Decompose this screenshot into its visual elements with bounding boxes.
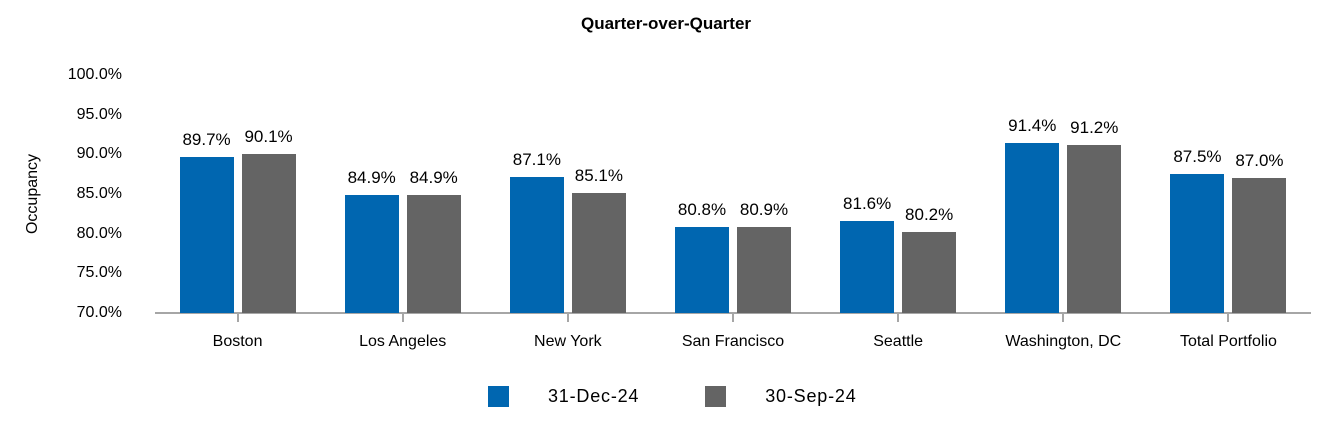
x-category-label: Los Angeles xyxy=(359,333,447,350)
x-category-label: New York xyxy=(534,333,602,350)
bar-data-label: 84.9% xyxy=(409,167,458,187)
legend-entry: 30-Sep-24 xyxy=(705,386,856,407)
bar-data-label: 91.4% xyxy=(1008,116,1057,136)
bar-data-label: 80.9% xyxy=(739,199,789,219)
y-tick-label: 100.0% xyxy=(67,66,122,83)
chart-title: Quarter-over-Quarter xyxy=(580,14,752,33)
x-category-label: Boston xyxy=(212,333,263,350)
legend-label: 30-Sep-24 xyxy=(765,386,857,406)
bar-data-label: 90.1% xyxy=(244,126,293,146)
bar-prior-quarter xyxy=(241,153,296,313)
bar-current-quarter xyxy=(1170,174,1225,313)
x-axis-line xyxy=(155,312,1311,314)
bar-data-label: 87.5% xyxy=(1173,147,1222,167)
bar-current-quarter xyxy=(344,194,399,313)
x-category-label: Total Portfolio xyxy=(1179,333,1277,350)
x-axis-tick xyxy=(566,314,569,322)
legend-swatch xyxy=(488,386,509,407)
bar-data-label: 80.2% xyxy=(905,205,954,225)
x-axis-tick xyxy=(897,314,900,322)
bar-data-label: 89.7% xyxy=(182,129,231,149)
x-axis-tick xyxy=(401,314,404,322)
bar-data-label: 81.6% xyxy=(843,193,892,213)
legend: 31-Dec-24 30-Sep-24 xyxy=(488,386,857,407)
bar-current-quarter xyxy=(840,220,895,313)
bar-data-label: 84.9% xyxy=(347,167,396,187)
x-category-label: San Francisco xyxy=(681,333,785,350)
bar-data-label: 87.1% xyxy=(512,150,561,170)
bar-current-quarter xyxy=(509,177,564,313)
y-tick-label: 80.0% xyxy=(76,224,122,242)
bar-data-label: 85.1% xyxy=(574,166,623,186)
x-axis-tick xyxy=(1227,314,1230,322)
x-category-label: Washington, DC xyxy=(1005,333,1122,350)
bar-prior-quarter xyxy=(737,226,791,313)
y-tick-label: 95.0% xyxy=(76,105,122,123)
bar-current-quarter xyxy=(179,156,234,313)
bar-data-label: 87.0% xyxy=(1235,151,1284,171)
x-axis-tick xyxy=(732,314,734,322)
y-tick-label: 70.0% xyxy=(76,304,122,321)
y-tick-label: 75.0% xyxy=(76,264,122,282)
x-category-label: Seattle xyxy=(873,333,924,350)
bar-prior-quarter xyxy=(1067,144,1122,313)
bar-prior-quarter xyxy=(406,194,461,313)
x-axis-tick xyxy=(1062,314,1065,322)
bar-current-quarter xyxy=(675,227,729,313)
bar-prior-quarter xyxy=(571,193,626,313)
legend-label: 31-Dec-24 xyxy=(548,386,640,406)
y-tick-label: 90.0% xyxy=(76,145,122,163)
bar-prior-quarter xyxy=(902,232,957,313)
legend-entry: 31-Dec-24 xyxy=(488,386,639,407)
bar-data-label: 80.8% xyxy=(677,200,727,220)
bar-data-label: 91.2% xyxy=(1070,117,1119,137)
bar-current-quarter xyxy=(1005,143,1060,313)
legend-swatch xyxy=(705,386,727,407)
x-axis-tick xyxy=(236,314,239,322)
y-tick-label: 85.0% xyxy=(76,185,122,202)
bar-prior-quarter xyxy=(1232,178,1287,313)
